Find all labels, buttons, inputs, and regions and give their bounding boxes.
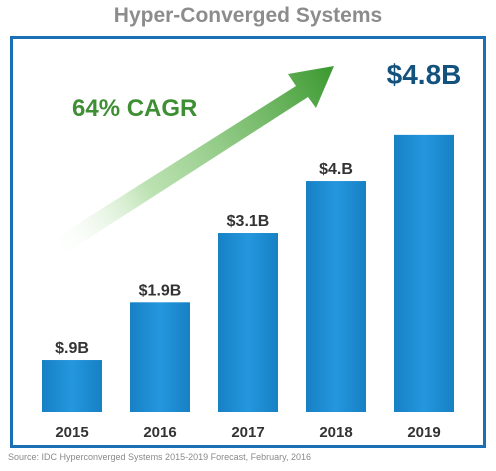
x-tick-2017: 2017: [231, 424, 264, 441]
cagr-annotation: 64% CAGR: [72, 95, 197, 122]
x-tick-2019: 2019: [407, 424, 440, 441]
bar-2016: [130, 302, 190, 412]
data-label-2016: $1.9B: [139, 282, 182, 299]
growth-arrow: [46, 66, 334, 258]
chart-title: Hyper-Converged Systems: [113, 4, 383, 27]
x-tick-2015: 2015: [55, 424, 88, 441]
bar-2019: [394, 134, 454, 412]
data-label-2017: $3.1B: [227, 213, 270, 230]
source-note: Source: IDC Hyperconverged Systems 2015-…: [8, 452, 311, 462]
bar-2017: [218, 233, 278, 412]
x-tick-2018: 2018: [319, 424, 352, 441]
data-label-2015: $.9B: [55, 340, 89, 357]
bar-2015: [42, 360, 102, 412]
data-label-2018: $4.B: [319, 161, 353, 178]
x-tick-2016: 2016: [143, 424, 176, 441]
data-label-2019: $4.8B: [387, 59, 462, 90]
bar-2018: [306, 181, 366, 412]
